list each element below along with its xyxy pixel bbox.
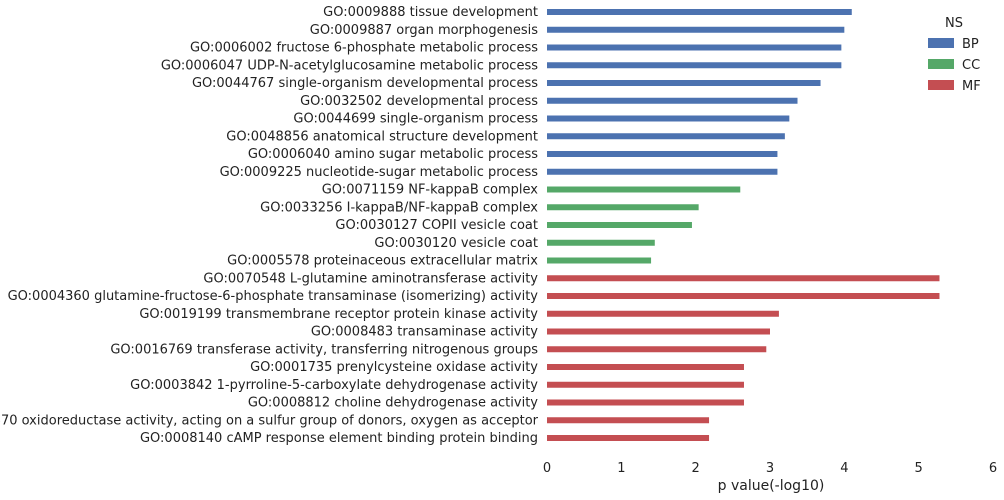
x-tick-label: 6 [989, 461, 997, 476]
bar-mf [547, 293, 940, 299]
legend-entries: BP CC MF [928, 37, 981, 94]
legend-swatch-cc [928, 59, 954, 69]
bar-mf [547, 417, 710, 424]
category-label: GO:0009887 organ morphogenesis [310, 23, 538, 38]
category-label: GO:0016670 oxidoreductase activity, acti… [0, 413, 539, 428]
bar-cc [547, 186, 741, 193]
category-label: GO:0009225 nucleotide-sugar metabolic pr… [220, 165, 539, 180]
category-label: GO:0008140 cAMP response element binding… [140, 431, 538, 446]
category-label: GO:0030127 COPII vesicle coat [335, 218, 538, 233]
category-label: GO:0006047 UDP-N-acetylglucosamine metab… [161, 58, 538, 73]
bar-bp [547, 9, 852, 15]
bar-bp [547, 151, 778, 157]
category-label: GO:0016769 transferase activity, transfe… [110, 342, 538, 357]
category-label: GO:0008483 transaminase activity [311, 325, 538, 340]
category-label: GO:0044767 single-organism developmental… [192, 76, 538, 91]
x-tick-label: 5 [915, 461, 923, 476]
category-label: GO:0071159 NF-kappaB complex [322, 183, 539, 198]
legend-label: BP [962, 37, 979, 52]
bar-mf [547, 310, 779, 317]
category-label: GO:0048856 anatomical structure developm… [226, 129, 538, 144]
category-label: GO:0044699 single-organism process [293, 112, 538, 127]
category-label: GO:0001735 prenylcysteine oxidase activi… [250, 360, 538, 375]
x-tick-label: 1 [617, 461, 625, 476]
category-label: GO:0009888 tissue development [323, 5, 538, 20]
x-tick-group: 0 1 2 3 4 5 6 [543, 461, 997, 476]
category-label: GO:0032502 developmental process [300, 94, 538, 109]
bar-bp [547, 44, 842, 51]
legend-label: CC [962, 58, 980, 73]
bar-cc [547, 222, 692, 228]
category-label: GO:0033256 I-kappaB/NF-kappaB complex [260, 200, 538, 215]
category-label: GO:0070548 L-glutamine aminotransferase … [203, 271, 538, 286]
bar-mf [547, 364, 744, 370]
bar-mf [547, 381, 744, 388]
legend: NS BP CC MF [928, 16, 981, 94]
category-label: GO:0008812 choline dehydrogenase activit… [248, 396, 538, 411]
bar-bp [547, 115, 790, 122]
legend-swatch-mf [928, 80, 954, 90]
x-tick-label: 0 [543, 461, 551, 476]
bar-mf [547, 399, 744, 406]
legend-title: NS [945, 16, 963, 31]
category-label: GO:0006040 amino sugar metabolic process [248, 147, 538, 162]
bar-mf [547, 275, 940, 282]
bar-mf [547, 435, 710, 441]
bar-bp [547, 80, 821, 86]
bar-bp [547, 26, 845, 33]
x-tick-label: 2 [692, 461, 700, 476]
bar-mf [547, 346, 767, 353]
x-axis-title: p value(-log10) [718, 478, 825, 494]
bar-bp [547, 97, 798, 104]
category-label: GO:0030120 vesicle coat [374, 236, 538, 251]
legend-label: MF [962, 79, 981, 94]
bar-bp [547, 168, 778, 175]
bar-cc [547, 239, 655, 246]
category-label: GO:0005578 proteinaceous extracellular m… [227, 254, 538, 269]
category-label-group: GO:0009888 tissue development GO:0009887 … [0, 5, 539, 446]
bar-mf [547, 328, 770, 335]
category-label: GO:0006002 fructose 6-phosphate metaboli… [190, 41, 538, 56]
bar-group [547, 9, 940, 441]
bar-cc [547, 204, 699, 211]
bar-bp [547, 133, 785, 140]
x-tick-label: 3 [766, 461, 774, 476]
x-tick-label: 4 [840, 461, 848, 476]
category-label: GO:0003842 1-pyrroline-5-carboxylate deh… [130, 378, 538, 393]
category-label: GO:0004360 glutamine-fructose-6-phosphat… [8, 289, 539, 304]
legend-swatch-bp [928, 38, 954, 48]
category-label: GO:0019199 transmembrane receptor protei… [139, 307, 538, 322]
bar-bp [547, 62, 842, 69]
bar-cc [547, 257, 652, 264]
